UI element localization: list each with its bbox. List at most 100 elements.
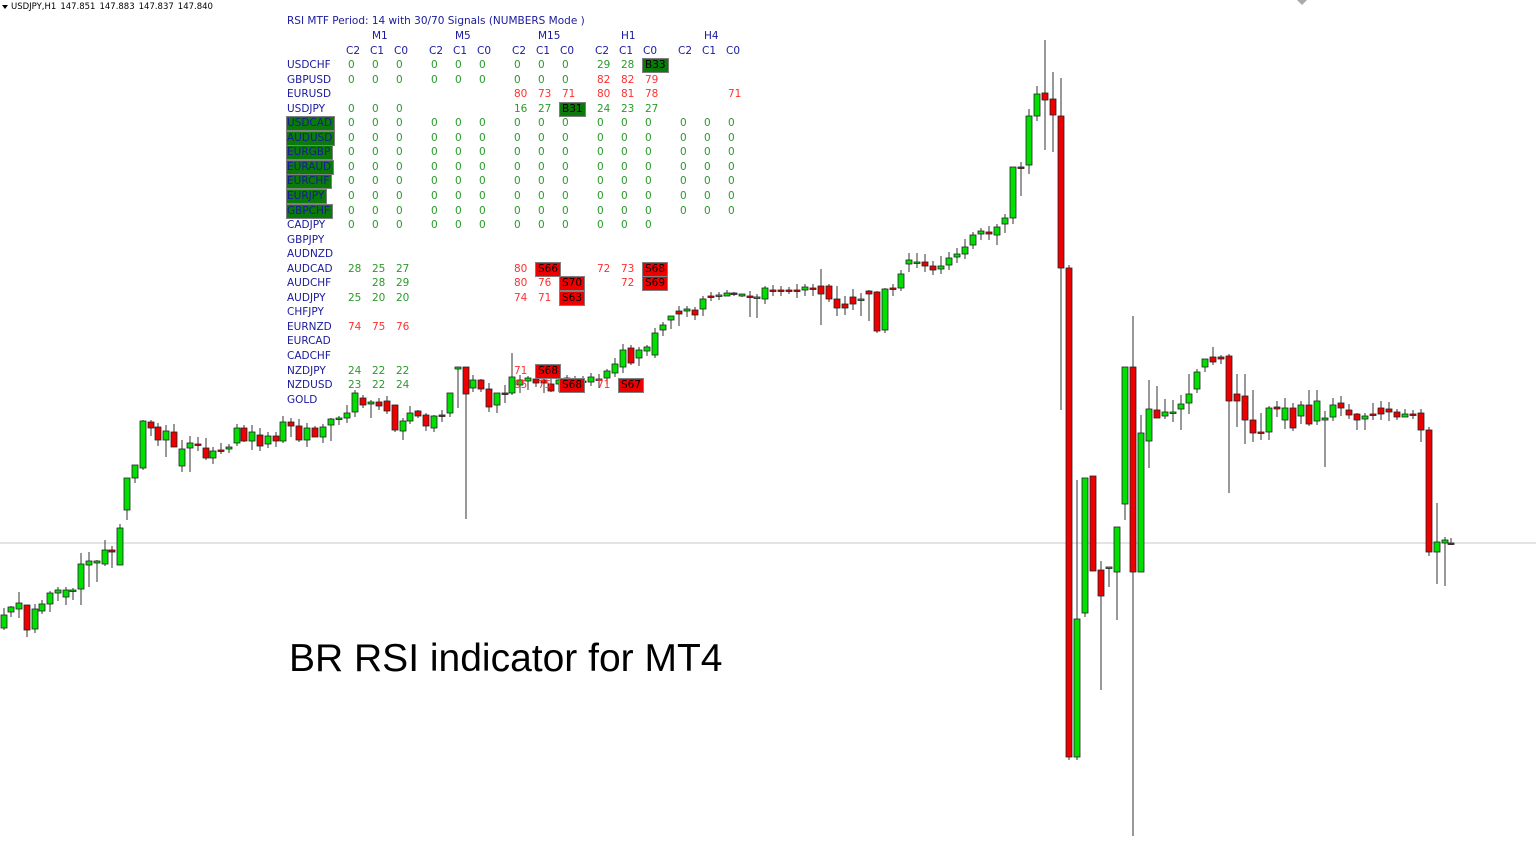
bull-candle xyxy=(1001,217,1009,225)
bear-candle xyxy=(383,400,391,412)
bull-candle xyxy=(93,560,101,564)
bear-candle xyxy=(1369,413,1377,416)
bear-candle xyxy=(170,431,178,448)
bear-candle xyxy=(1273,406,1281,410)
bull-candle xyxy=(1401,413,1409,418)
bear-candle xyxy=(985,231,993,235)
ohlc-high: 147.883 xyxy=(99,2,135,12)
bull-candle xyxy=(1193,371,1201,390)
bear-candle xyxy=(1345,409,1353,416)
bull-candle xyxy=(131,464,139,479)
bull-candle xyxy=(209,450,217,459)
bull-candle xyxy=(446,392,454,414)
bull-candle xyxy=(85,560,93,566)
bear-candle xyxy=(154,426,162,441)
bull-candle xyxy=(1121,366,1129,505)
ohlc-open: 147.851 xyxy=(60,2,96,12)
bull-candle xyxy=(937,265,945,270)
bull-candle xyxy=(635,349,643,359)
bear-candle xyxy=(865,290,873,295)
bear-candle xyxy=(1241,395,1249,421)
bear-candle xyxy=(563,377,571,386)
bear-candle xyxy=(849,296,857,305)
bear-candle xyxy=(825,285,833,300)
bear-candle xyxy=(501,392,509,395)
bear-candle xyxy=(809,287,817,290)
bull-candle xyxy=(619,349,627,368)
bear-candle xyxy=(272,435,280,442)
bear-candle xyxy=(202,447,210,459)
bull-candle xyxy=(1113,526,1121,573)
bull-candle xyxy=(945,257,953,266)
bear-candle xyxy=(477,379,485,390)
bull-candle xyxy=(953,253,961,258)
bear-candle xyxy=(194,443,202,446)
bear-candle xyxy=(287,421,295,427)
bull-candle xyxy=(683,308,691,312)
dropdown-triangle-icon[interactable] xyxy=(2,4,8,9)
bear-candle xyxy=(217,449,225,452)
bull-candle xyxy=(1137,432,1145,573)
bull-candle xyxy=(611,363,619,374)
bull-candle xyxy=(1265,407,1273,433)
bear-candle xyxy=(929,265,937,271)
bear-candle xyxy=(1129,366,1137,573)
bull-candle xyxy=(62,589,70,598)
bear-candle xyxy=(579,380,587,383)
bull-candle xyxy=(225,446,233,450)
bear-candle xyxy=(438,414,446,417)
bear-candle xyxy=(769,289,777,292)
bull-candle xyxy=(508,376,516,394)
bull-candle xyxy=(233,427,241,444)
caption-text: BR RSI indicator for MT4 xyxy=(289,637,723,680)
bull-candle xyxy=(993,226,1001,236)
ohlc-close: 147.840 xyxy=(177,2,213,12)
symbol-timeframe: USDJPY,H1 xyxy=(11,2,57,12)
bull-candle xyxy=(555,379,563,385)
bear-candle xyxy=(311,427,319,438)
bear-candle xyxy=(1447,542,1455,545)
bull-candle xyxy=(493,392,501,406)
bear-candle xyxy=(1257,431,1265,434)
bear-candle xyxy=(422,414,430,427)
bull-candle xyxy=(651,332,659,356)
bull-candle xyxy=(46,592,54,605)
chart-shift-marker-icon[interactable] xyxy=(1297,0,1307,5)
bear-candle xyxy=(785,289,793,292)
chart-header: USDJPY,H1 147.851 147.883 147.837 147.840 xyxy=(2,2,217,12)
bull-candle xyxy=(1297,404,1305,417)
bull-candle xyxy=(643,346,651,352)
bull-candle xyxy=(1361,415,1369,420)
bear-candle xyxy=(1417,412,1425,431)
bear-candle xyxy=(746,295,754,298)
bull-candle xyxy=(139,420,147,469)
bear-candle xyxy=(1225,355,1233,402)
bear-candle xyxy=(793,289,801,292)
bear-candle xyxy=(540,379,548,384)
bear-candle xyxy=(295,425,303,441)
bull-candle xyxy=(1105,566,1113,569)
bull-candle xyxy=(1145,408,1153,442)
bull-candle xyxy=(1201,358,1209,368)
bull-candle xyxy=(186,442,194,449)
bull-candle xyxy=(343,412,351,419)
bull-candle xyxy=(279,421,287,442)
bear-candle xyxy=(1017,166,1025,169)
bear-candle xyxy=(1409,413,1417,416)
bull-candle xyxy=(761,287,769,300)
bear-candle xyxy=(1353,413,1361,421)
bear-candle xyxy=(833,298,841,309)
bear-candle xyxy=(1305,404,1313,425)
bear-candle xyxy=(627,347,635,364)
bull-candle xyxy=(801,286,809,291)
bull-candle xyxy=(857,298,865,301)
bear-candle xyxy=(817,285,825,295)
bull-candle xyxy=(1169,411,1177,414)
bull-candle xyxy=(38,603,46,612)
bear-candle xyxy=(1209,356,1217,363)
bear-candle xyxy=(777,289,785,292)
bear-candle xyxy=(414,410,422,417)
bull-candle xyxy=(406,412,414,422)
bull-candle xyxy=(399,420,407,432)
